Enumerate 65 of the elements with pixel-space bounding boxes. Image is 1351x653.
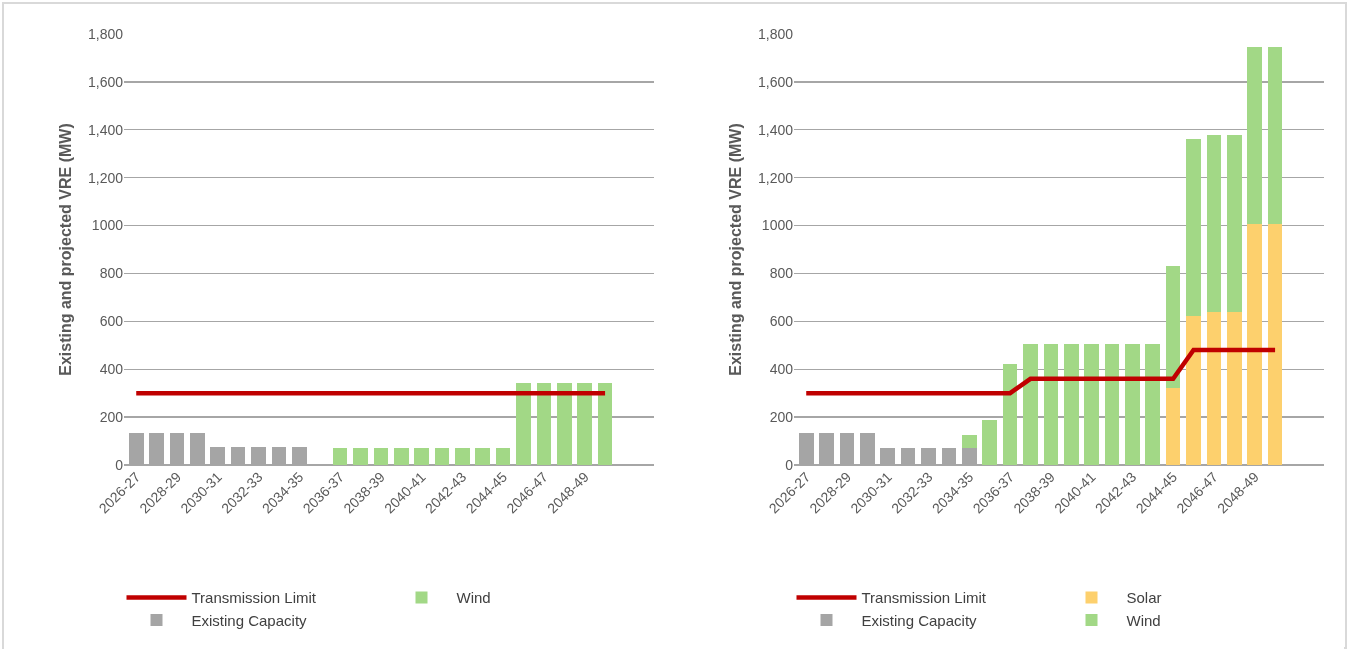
y-tick-label: 1,800 bbox=[757, 25, 794, 42]
bar bbox=[393, 448, 409, 465]
y-tick-label: 800 bbox=[769, 265, 794, 282]
bar bbox=[1267, 47, 1283, 225]
y-tick-label: 1000 bbox=[91, 217, 124, 234]
y-tick-label: 1,400 bbox=[757, 121, 794, 138]
bar bbox=[1226, 311, 1242, 465]
bar bbox=[1002, 364, 1018, 465]
bar bbox=[1206, 311, 1222, 465]
bar bbox=[373, 448, 389, 465]
legend-label: Wind bbox=[456, 589, 491, 607]
y-tick-label: 1,600 bbox=[87, 73, 124, 90]
y-tick-label: 0 bbox=[115, 456, 124, 473]
bar bbox=[1206, 134, 1222, 312]
bar bbox=[1125, 344, 1140, 465]
bar bbox=[597, 383, 613, 465]
bar bbox=[1186, 316, 1201, 465]
y-axis-title: Existing and projected VRE (MW) bbox=[726, 123, 744, 376]
legend-label: Transmission Limit bbox=[191, 589, 317, 607]
bar bbox=[1247, 47, 1263, 225]
y-tick-label: 200 bbox=[769, 409, 794, 426]
bar bbox=[556, 383, 572, 465]
y-tick-label: 0 bbox=[785, 456, 794, 473]
bar bbox=[1043, 344, 1059, 465]
legend-label: Existing Capacity bbox=[191, 611, 308, 629]
y-tick-label: 400 bbox=[769, 361, 794, 378]
y-tick-label: 1000 bbox=[761, 217, 794, 234]
bar bbox=[332, 448, 348, 465]
y-axis-title: Existing and projected VRE (MW) bbox=[56, 123, 74, 376]
bar bbox=[1165, 266, 1181, 388]
y-tick-label: 600 bbox=[769, 313, 794, 330]
bar bbox=[516, 383, 531, 465]
bar bbox=[414, 448, 429, 465]
y-tick-label: 1,200 bbox=[87, 169, 124, 186]
legend-label: Wind bbox=[1126, 611, 1161, 629]
bar bbox=[475, 448, 491, 465]
bar bbox=[455, 448, 470, 465]
legend-label: Existing Capacity bbox=[861, 611, 978, 629]
bar bbox=[536, 383, 552, 465]
y-tick-label: 1,400 bbox=[87, 121, 124, 138]
y-tick-label: 400 bbox=[99, 361, 124, 378]
y-tick-label: 800 bbox=[99, 265, 124, 282]
bar bbox=[577, 383, 593, 465]
bar bbox=[1023, 344, 1038, 465]
y-tick-label: 1,800 bbox=[87, 25, 124, 42]
bar bbox=[961, 435, 977, 448]
bar bbox=[353, 448, 368, 465]
bar bbox=[1165, 387, 1181, 465]
bar bbox=[982, 419, 998, 465]
bar bbox=[1267, 224, 1283, 465]
y-tick-label: 600 bbox=[99, 313, 124, 330]
y-tick-label: 200 bbox=[99, 409, 124, 426]
bar bbox=[434, 448, 450, 465]
bar bbox=[1145, 344, 1161, 465]
bar bbox=[1247, 224, 1263, 465]
bar bbox=[1084, 344, 1099, 465]
y-tick-label: 1,600 bbox=[757, 73, 794, 90]
bar bbox=[495, 448, 511, 465]
legend-label: Solar bbox=[1126, 589, 1162, 607]
bar bbox=[1186, 139, 1201, 317]
bar bbox=[1063, 344, 1079, 465]
legend-label: Transmission Limit bbox=[861, 589, 987, 607]
y-tick-label: 1,200 bbox=[757, 169, 794, 186]
bar bbox=[1226, 134, 1242, 312]
bar bbox=[1104, 344, 1120, 465]
